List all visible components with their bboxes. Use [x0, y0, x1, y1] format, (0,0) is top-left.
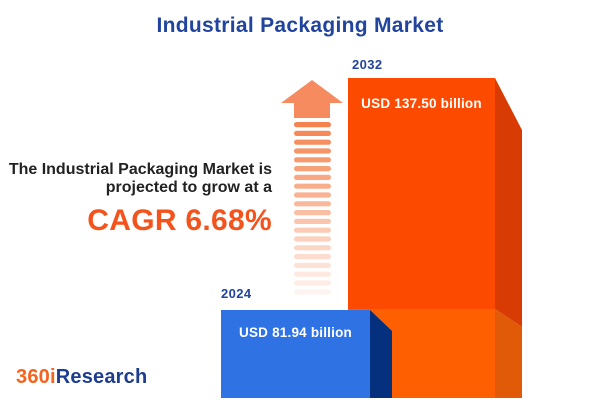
page-title: Industrial Packaging Market	[156, 14, 444, 37]
up-arrow-icon	[281, 80, 343, 295]
cagr-value: CAGR 6.68%	[87, 204, 272, 237]
bar-2024-side	[370, 310, 392, 398]
headline-line-2: projected to grow at a	[105, 179, 272, 196]
bar-2032-side-lower	[495, 309, 522, 398]
bar-2024-year-label: 2024	[221, 286, 252, 301]
bar-2032	[348, 78, 522, 398]
bar-2024-face	[221, 310, 370, 398]
bar-2032-side	[495, 78, 522, 327]
headline-line-1: The Industrial Packaging Market is	[8, 161, 272, 178]
bar-2024	[221, 310, 392, 398]
up-arrow-head	[281, 80, 343, 118]
headline-block: The Industrial Packaging Market is proje…	[0, 161, 272, 238]
bar-2032-value-label: USD 137.50 billion	[361, 96, 482, 111]
up-arrow-stripes	[294, 122, 331, 295]
bar-2032-face	[348, 78, 495, 309]
logo-part-research: Research	[55, 366, 148, 388]
company-logo: 360iResearch	[16, 366, 147, 389]
logo-part-360i: 360i	[16, 366, 56, 388]
bar-2032-year-label: 2032	[352, 57, 383, 72]
bar-2024-value-label: USD 81.94 billion	[239, 325, 352, 340]
